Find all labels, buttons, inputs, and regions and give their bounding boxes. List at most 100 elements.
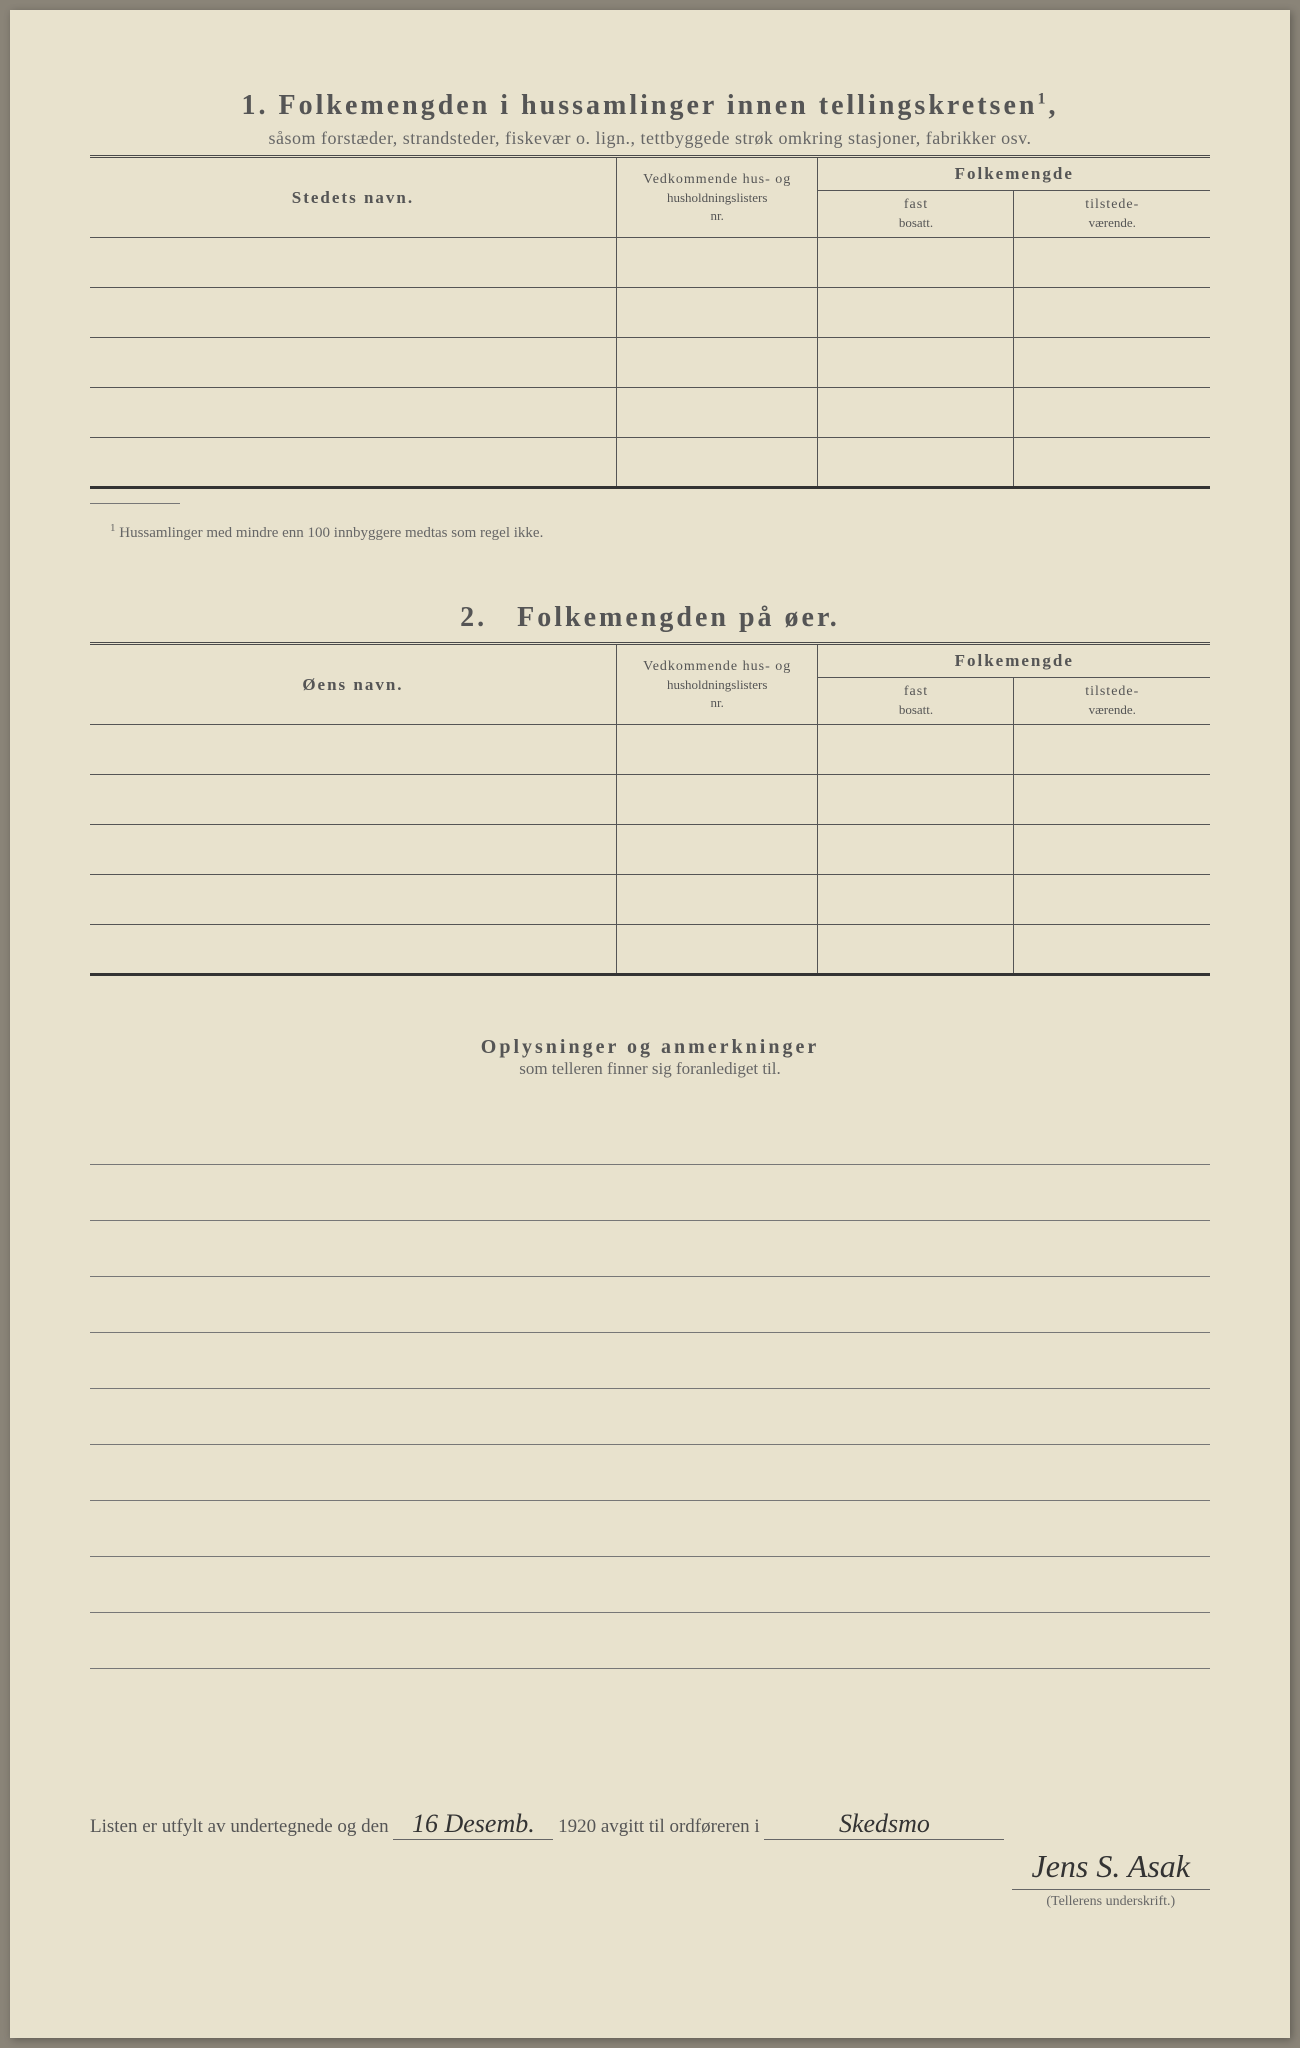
c3a-l2: bosatt.: [822, 215, 1009, 231]
remark-line: [90, 1613, 1210, 1669]
section2-table: Øens navn. Vedkommende hus- og husholdni…: [90, 645, 1210, 976]
table-cell: [1014, 725, 1210, 775]
table-cell: [818, 825, 1014, 875]
table-cell: [90, 238, 616, 288]
c3b-l2: værende.: [1018, 215, 1206, 231]
table-cell: [1014, 775, 1210, 825]
table-cell: [1014, 238, 1210, 288]
sig-name: Jens S. Asak: [1012, 1848, 1210, 1890]
table-cell: [616, 288, 818, 338]
table-cell: [818, 725, 1014, 775]
sig-caption: (Tellerens underskrift.): [1012, 1894, 1210, 1910]
table-cell: [1014, 925, 1210, 975]
table-cell: [90, 388, 616, 438]
table-row: [90, 775, 1210, 825]
table-cell: [616, 338, 818, 388]
col-stedets-navn: Stedets navn.: [90, 158, 616, 238]
table-cell: [818, 438, 1014, 488]
col2-s2: Vedkommende hus- og husholdningslisters …: [616, 645, 818, 725]
col-fast-bosatt: fast bosatt.: [818, 191, 1014, 238]
table-cell: [616, 238, 818, 288]
table-cell: [90, 775, 616, 825]
sig-mid: avgitt til ordføreren i: [601, 1816, 760, 1837]
table-cell: [1014, 875, 1210, 925]
table-cell: [616, 725, 818, 775]
table-cell: [818, 925, 1014, 975]
table-cell: [818, 288, 1014, 338]
section2-title-text: Folkemengden på øer.: [517, 602, 840, 633]
remark-line: [90, 1445, 1210, 1501]
table-cell: [90, 438, 616, 488]
table-cell: [90, 875, 616, 925]
table-cell: [818, 775, 1014, 825]
s2-c2-l2: husholdningslisters: [621, 677, 814, 693]
table-cell: [1014, 388, 1210, 438]
col-folkemengde-s2: Folkemengde: [818, 645, 1210, 678]
col-tilstede: tilstede- værende.: [1014, 191, 1210, 238]
remark-line: [90, 1389, 1210, 1445]
remark-line: [90, 1221, 1210, 1277]
remark-line: [90, 1277, 1210, 1333]
s2-c3b-l1: tilstede-: [1085, 684, 1139, 699]
s2-c3b-l2: værende.: [1018, 702, 1206, 718]
table-row: [90, 388, 1210, 438]
col2-l3: nr.: [621, 208, 814, 224]
section1-table: Stedets navn. Vedkommende hus- og hushol…: [90, 158, 1210, 489]
table-row: [90, 825, 1210, 875]
section1-sup: 1: [1037, 91, 1048, 108]
section1-number: 1.: [242, 90, 269, 121]
table-cell: [616, 925, 818, 975]
table-cell: [1014, 338, 1210, 388]
col-listers-nr: Vedkommende hus- og husholdningslisters …: [616, 158, 818, 238]
sig-prefix: Listen er utfylt av undertegnede og den: [90, 1816, 389, 1837]
sig-place: Skedsmo: [764, 1809, 1004, 1840]
col-fast-s2: fast bosatt.: [818, 678, 1014, 725]
footnote: 1 Hussamlinger med mindre enn 100 innbyg…: [90, 522, 1210, 542]
col2-l2: husholdningslisters: [621, 190, 814, 206]
s2-c2-l1: Vedkommende hus- og: [643, 659, 791, 674]
table-row: [90, 338, 1210, 388]
table-cell: [1014, 438, 1210, 488]
s2-c3a-l2: bosatt.: [822, 702, 1009, 718]
table-row: [90, 725, 1210, 775]
sig-right: Jens S. Asak (Tellerens underskrift.): [1012, 1848, 1210, 1910]
s2-c3a-l1: fast: [904, 684, 928, 699]
table-cell: [818, 238, 1014, 288]
s2-c2-l3: nr.: [621, 695, 814, 711]
census-form-page: 1. Folkemengden i hussamlinger innen tel…: [10, 10, 1290, 2038]
footnote-marker: 1: [110, 522, 116, 534]
table-cell: [818, 338, 1014, 388]
table-cell: [1014, 288, 1210, 338]
table-cell: [616, 438, 818, 488]
table-cell: [616, 875, 818, 925]
col2-l1: Vedkommende hus- og: [643, 172, 791, 187]
table-row: [90, 875, 1210, 925]
table-cell: [90, 925, 616, 975]
table-cell: [90, 825, 616, 875]
remarks-title: Oplysninger og anmerkninger: [90, 1036, 1210, 1059]
c3b-l1: tilstede-: [1085, 197, 1139, 212]
table-cell: [90, 725, 616, 775]
section2-title: 2. Folkemengden på øer.: [90, 602, 1210, 634]
section1-subtitle: såsom forstæder, strandsteder, fiskevær …: [90, 128, 1210, 149]
sig-date: 16 Desemb.: [393, 1809, 553, 1840]
remark-line: [90, 1333, 1210, 1389]
table-cell: [1014, 825, 1210, 875]
remark-line: [90, 1165, 1210, 1221]
footnote-text: Hussamlinger med mindre enn 100 innbygge…: [119, 525, 543, 541]
col-oens-navn: Øens navn.: [90, 645, 616, 725]
table-cell: [616, 775, 818, 825]
section2-number: 2.: [460, 602, 487, 633]
section1-title-text: Folkemengden i hussamlinger innen tellin…: [279, 90, 1038, 121]
remark-line: [90, 1557, 1210, 1613]
table-row: [90, 238, 1210, 288]
table-row: [90, 288, 1210, 338]
sig-year: 1920: [558, 1816, 596, 1837]
remark-line: [90, 1109, 1210, 1165]
section1-title: 1. Folkemengden i hussamlinger innen tel…: [90, 90, 1210, 122]
remarks-subtitle: som telleren finner sig foranlediget til…: [90, 1059, 1210, 1079]
table-row: [90, 925, 1210, 975]
table-row: [90, 438, 1210, 488]
remark-line: [90, 1501, 1210, 1557]
table-cell: [818, 875, 1014, 925]
